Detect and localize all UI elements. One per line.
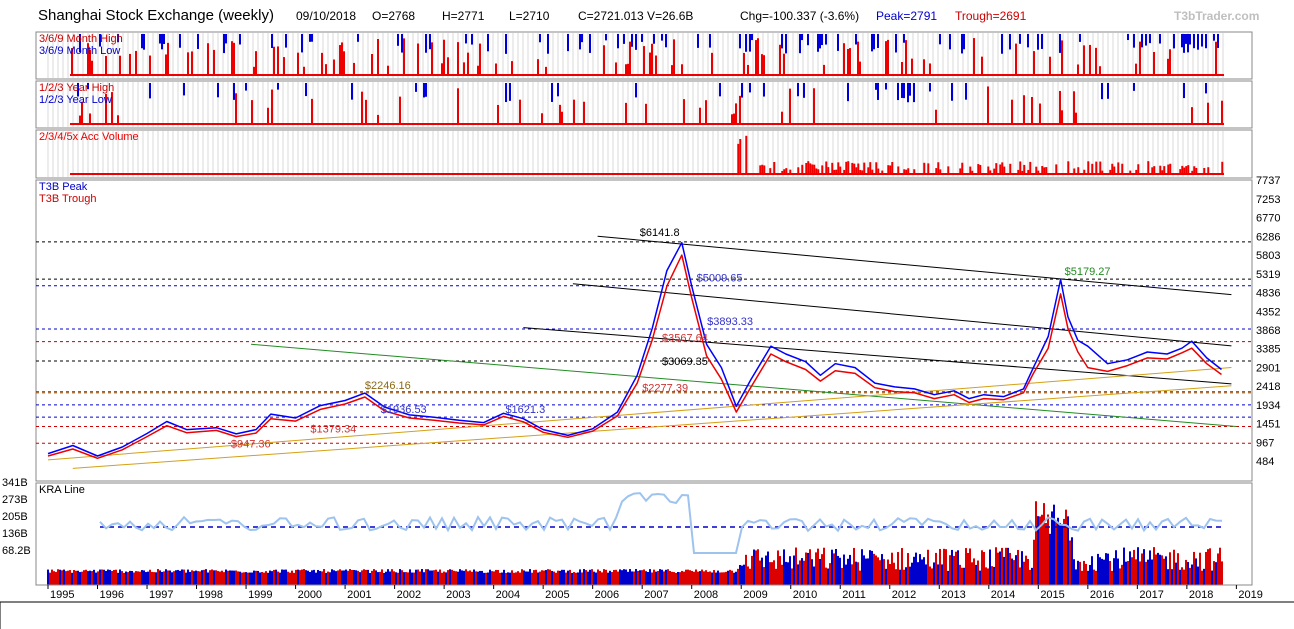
x-tick-3: 1998 [199, 589, 223, 601]
price-y-tick-2: 6770 [1256, 212, 1280, 224]
price-y-tick-9: 3385 [1256, 344, 1280, 356]
x-tick-16: 2011 [842, 589, 866, 601]
x-tick-13: 2008 [694, 589, 718, 601]
x-tick-21: 2016 [1090, 589, 1114, 601]
legend-acc-volume-0: 2/3/4/5x Acc Volume [39, 131, 139, 143]
x-tick-23: 2018 [1189, 589, 1213, 601]
x-tick-15: 2010 [793, 589, 817, 601]
x-tick-19: 2014 [991, 589, 1015, 601]
x-tick-7: 2002 [397, 589, 421, 601]
price-y-tick-7: 4352 [1256, 306, 1280, 318]
trendline-3 [250, 343, 1237, 427]
x-tick-8: 2003 [446, 589, 470, 601]
header-date: 09/10/2018 [296, 9, 357, 23]
price-y-tick-11: 2418 [1256, 381, 1280, 393]
price-y-tick-10: 2901 [1256, 363, 1280, 375]
price-y-tick-5: 5319 [1256, 269, 1280, 281]
brand-watermark: T3bTrader.com [1174, 9, 1260, 23]
x-tick-24: 2019 [1238, 589, 1262, 601]
x-tick-17: 2012 [892, 589, 916, 601]
x-tick-22: 2017 [1139, 589, 1163, 601]
legend-price-0: T3B Peak [39, 181, 88, 193]
annotation-2: $5179.27 [1065, 266, 1111, 278]
kra-y-tick-3: 136B [2, 528, 28, 540]
x-tick-6: 2001 [347, 589, 371, 601]
header-change: Chg=-100.337 (-3.6%) [740, 9, 860, 23]
kra-y-tick-4: 68.2B [2, 545, 31, 557]
legend-month-high-low-0: 3/6/9 Month High [39, 33, 123, 45]
annotation-4: $3567.64 [662, 333, 708, 345]
annotation-11: $947.36 [231, 438, 271, 450]
chart-title: Shanghai Stock Exchange (weekly) [38, 7, 274, 24]
annotation-3: $3893.33 [707, 316, 753, 328]
x-tick-10: 2005 [545, 589, 569, 601]
kra-line [99, 492, 1223, 554]
x-tick-0: 1995 [50, 589, 74, 601]
price-y-tick-15: 484 [1256, 456, 1274, 468]
legend-month-high-low-1: 3/6/9 Month Low [39, 45, 120, 57]
trendline-0 [597, 235, 1232, 296]
legend-price-1: T3B Trough [39, 193, 96, 205]
price-y-tick-1: 7253 [1256, 194, 1280, 206]
header-open: O=2768 [372, 9, 416, 23]
x-tick-1: 1996 [100, 589, 124, 601]
header-low: L=2710 [509, 9, 550, 23]
price-y-tick-8: 3868 [1256, 325, 1280, 337]
annotation-1: $5009.65 [697, 273, 743, 285]
kra-y-tick-1: 273B [2, 494, 28, 506]
price-y-tick-4: 5803 [1256, 250, 1280, 262]
x-tick-12: 2007 [644, 589, 668, 601]
kra-y-tick-0: 341B [2, 477, 28, 489]
annotation-6: $2277.39 [642, 383, 688, 395]
header-trough: Trough=2691 [955, 9, 1027, 23]
price-y-tick-0: 7737 [1256, 175, 1280, 187]
x-tick-20: 2015 [1040, 589, 1064, 601]
trendline-1 [572, 283, 1232, 347]
year-panel-frame [35, 80, 1253, 129]
month-high-low-bars [70, 34, 1224, 76]
series-peak-line [47, 241, 1222, 457]
annotation-8: $1936.53 [381, 404, 427, 416]
trendline-4 [47, 367, 1232, 461]
header-high: H=2771 [442, 9, 485, 23]
volume-panel-frame [35, 129, 1253, 179]
kra-y-tick-2: 205B [2, 511, 28, 523]
price-y-tick-13: 1451 [1256, 419, 1280, 431]
x-tick-18: 2013 [941, 589, 965, 601]
annotation-9: $1621.3 [505, 404, 545, 416]
annotation-7: $2246.16 [365, 380, 411, 392]
header-peak: Peak=2791 [876, 9, 938, 23]
price-y-tick-14: 967 [1256, 438, 1274, 450]
price-y-tick-6: 4836 [1256, 287, 1280, 299]
annotation-0: $6141.8 [640, 227, 680, 239]
x-tick-9: 2004 [496, 589, 520, 601]
acc-volume-bars [70, 135, 1224, 175]
x-tick-5: 2000 [298, 589, 322, 601]
kra-bars [47, 501, 1223, 585]
trendline-2 [523, 327, 1232, 385]
price-y-tick-3: 6286 [1256, 231, 1280, 243]
header-close-volume: C=2721.013 V=26.6B [578, 9, 694, 23]
legend-year-high-low-0: 1/2/3 Year High [39, 82, 114, 94]
series-trough-line [47, 254, 1222, 460]
chart-header: Shanghai Stock Exchange (weekly) 09/10/2… [0, 0, 1294, 32]
x-tick-2: 1997 [149, 589, 173, 601]
x-tick-14: 2009 [743, 589, 767, 601]
legend-year-high-low-1: 1/2/3 Year Low [39, 94, 112, 106]
legend-kra-0: KRA Line [39, 484, 85, 496]
x-tick-11: 2006 [595, 589, 619, 601]
annotation-5: $3069.35 [662, 356, 708, 368]
price-y-tick-12: 1934 [1256, 400, 1280, 412]
annotation-10: $1379.34 [310, 424, 356, 436]
year-high-low-bars [70, 83, 1224, 125]
x-tick-4: 1999 [248, 589, 272, 601]
trendline-5 [72, 385, 1232, 469]
